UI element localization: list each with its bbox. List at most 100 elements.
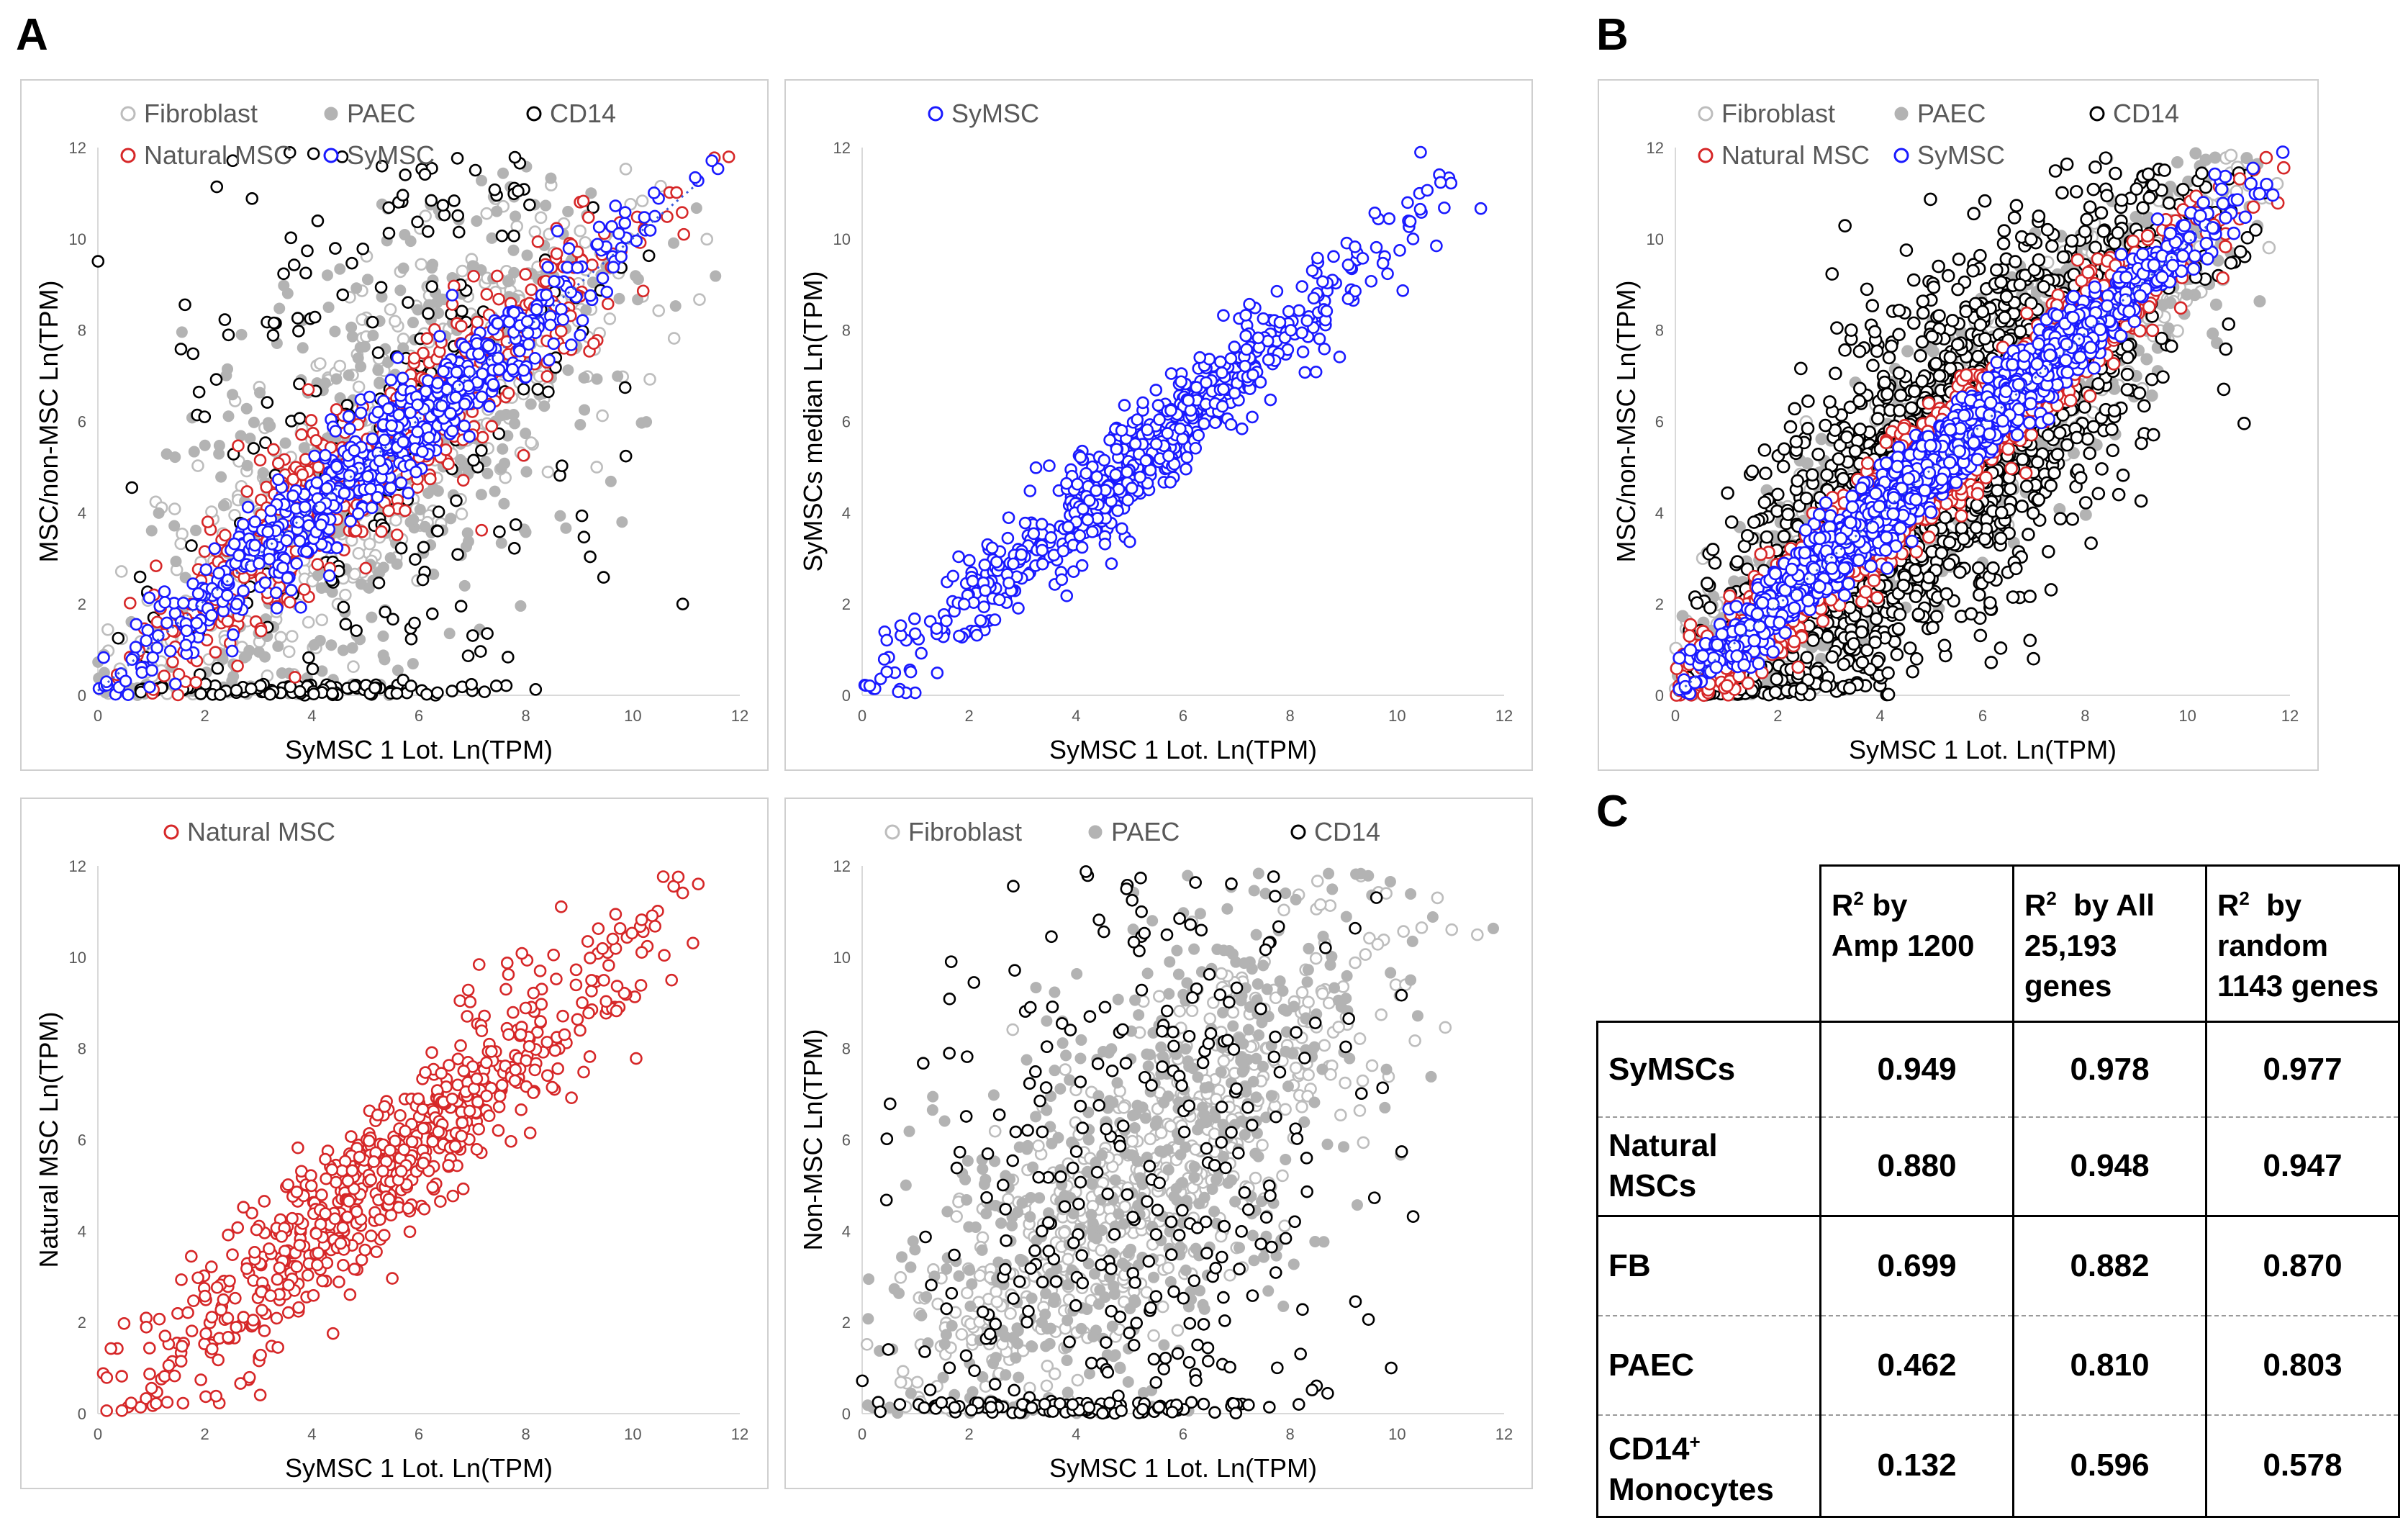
fibroblast-point [1372,939,1383,949]
symsc-point [1300,367,1311,378]
paec-point [171,556,181,567]
symsc-point [941,615,951,626]
symsc-point [438,366,449,376]
symsc-point [424,432,435,443]
fibroblast-point [353,381,364,392]
symsc-point [1162,428,1173,439]
fibroblast-point [669,333,679,344]
legend-label-paec: PAEC [347,99,415,128]
symsc-point [324,570,335,581]
fibroblast-point [990,1126,1000,1137]
symsc-point [1193,430,1204,441]
fibroblast-point [353,548,364,559]
symsc-point [1275,317,1285,327]
paec-point [1082,1304,1092,1314]
symsc-point [1122,466,1133,477]
paec-point [938,1372,949,1383]
symsc-point [232,599,243,610]
symsc-point [349,445,360,456]
symsc-point [972,630,982,641]
symsc-point [339,488,350,499]
paec-point [927,1105,938,1116]
natural-point [422,333,433,344]
symsc-point [1308,293,1319,304]
natural-point [679,229,689,240]
paec-point [343,370,354,381]
cd14-point [262,397,273,408]
natural-point [551,974,561,985]
paec-point [691,203,702,214]
symsc-point [286,584,297,595]
paec-point [1042,1323,1053,1334]
cd14-point [279,268,289,279]
symsc-point [488,379,499,390]
paec-point [323,302,334,312]
fibroblast-point [895,1272,906,1283]
natural-point [345,1289,356,1300]
cd14-point [340,619,351,630]
paec-point [1288,1001,1299,1012]
natural-point [481,289,492,299]
natural-point [506,1136,517,1147]
symsc-point [1334,351,1345,362]
paec-point [954,1270,964,1281]
symsc-point [592,239,603,250]
natural-point [259,1196,270,1206]
symsc-point [1215,356,1226,367]
paec-point [236,329,247,340]
natural-point [232,661,243,672]
legend-label-cd14: CD14 [550,99,616,128]
natural-point [227,1250,238,1260]
natural-point [399,1144,409,1155]
paec-point [373,365,384,376]
paec-point [499,498,510,509]
cd14-point [509,543,520,554]
fibroblast-point [1311,953,1321,964]
natural-point [558,1011,569,1021]
natural-point [630,1053,641,1064]
natural-point [347,1165,358,1176]
paec-point [1200,1083,1210,1093]
paec-point [575,420,586,430]
cd14-point [300,268,311,279]
paec-point [1163,1091,1174,1102]
cd14-point [212,181,222,192]
symsc-point [147,665,158,676]
paec-point [1407,936,1418,947]
symsc-point [142,625,153,636]
y-tick-label: 2 [78,1314,86,1332]
natural-point [587,975,597,985]
paec-point [1322,1139,1333,1149]
paec-point [520,527,531,538]
paec-point [905,1262,916,1273]
paec-point [297,343,308,353]
natural-point [536,999,547,1010]
legend-marker-cd14 [528,107,540,120]
paec-point [1218,1151,1228,1162]
natural-point [420,1067,431,1078]
y-tick-label: 6 [78,1131,86,1149]
natural-point [368,1156,379,1167]
symsc-point [1177,433,1188,444]
natural-point [255,455,266,466]
cd14-point [456,601,466,612]
fibroblast-point [1008,1024,1018,1035]
natural-point [223,1229,234,1240]
symsc-point [648,187,659,198]
natural-point [556,901,566,912]
fibroblast-point [314,358,325,369]
natural-point [343,1175,353,1186]
paec-point [1303,943,1314,954]
paec-point [1195,908,1205,919]
symsc-point [181,640,191,651]
cd14-point [376,282,386,293]
legend-marker-natural [165,826,178,839]
symsc-point [299,502,310,512]
paec-point [979,1179,990,1190]
fibroblast-point [1432,893,1443,903]
paec-point [459,580,470,591]
paec-point [1323,868,1334,879]
paec-point [1142,968,1153,979]
natural-point [311,1228,322,1239]
x-tick-label: 6 [415,1425,423,1443]
